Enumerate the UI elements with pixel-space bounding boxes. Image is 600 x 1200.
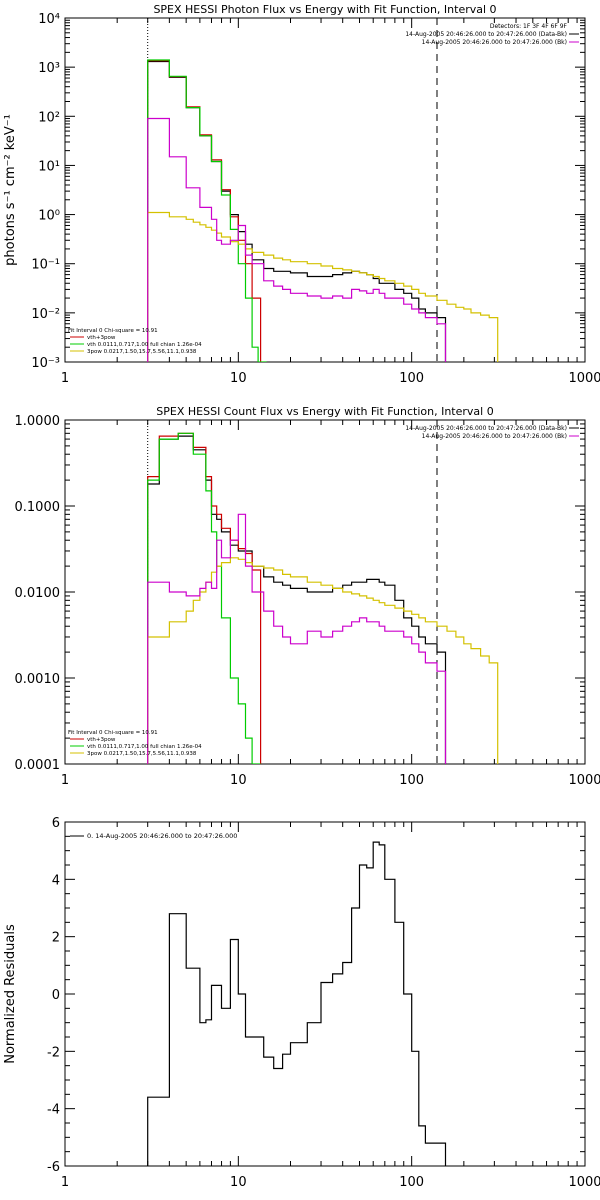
photon-flux-y-tick-label: 10⁴ [38, 12, 60, 27]
photon-flux-plot-frame [64, 17, 586, 363]
photon-flux-legend-left-entry: Fit Interval 0 Chi-square = 10.91 [68, 328, 158, 334]
photon-flux-y-tick-label: 10⁻² [31, 307, 60, 322]
photon-flux-series-3 [147, 211, 499, 362]
count-flux-legend-left-entry: vth+3pow [87, 737, 116, 743]
count-flux-y-tick-label: 0.0100 [15, 586, 61, 601]
residuals-y-tick-label: 6 [52, 816, 60, 831]
photon-flux-y-tick-label: 10³ [38, 61, 60, 76]
photon-flux-title: SPEX HESSI Photon Flux vs Energy with Fi… [153, 3, 496, 16]
photon-flux-y-tick-label: 10⁰ [38, 209, 60, 224]
count-flux-legend-left-entry: Fit Interval 0 Chi-square = 10.91 [68, 730, 158, 736]
count-flux-legend-right-entry: 14-Aug-2005 20:46:26.000 to 20:47:26.000… [422, 433, 567, 440]
photon-flux-y-tick-label: 10¹ [38, 159, 60, 174]
photon-flux-series-group [147, 59, 499, 362]
count-flux-panel: SPEX HESSI Count Flux vs Energy with Fit… [15, 405, 600, 788]
residuals-legend-left-entry: 0. 14-Aug-2005 20:46:26.000 to 20:47:26.… [87, 832, 237, 840]
photon-flux-y-tick-label: 10⁻³ [31, 356, 60, 371]
count-flux-x-tick-label: 1 [61, 773, 69, 788]
photon-flux-legend-right-entry: Detectors: 1F 3F 4F 6F 9F [490, 23, 568, 30]
count-flux-y-tick-label: 0.1000 [15, 500, 61, 515]
photon-flux-panel: SPEX HESSI Photon Flux vs Energy with Fi… [3, 3, 600, 386]
count-flux-x-tick-label: 100 [399, 773, 424, 788]
residuals-y-tick-label: 4 [52, 873, 60, 888]
photon-flux-y-tick-label: 10⁻¹ [31, 258, 60, 273]
residuals-plot-frame [64, 821, 586, 1167]
residuals-x-tick-label: 1000 [568, 1175, 600, 1190]
photon-flux-x-tick-label: 10 [230, 371, 247, 386]
count-flux-legend-right-entry: 14-Aug-2005 20:46:26.000 to 20:47:26.000… [405, 425, 567, 432]
count-flux-series-0 [147, 435, 447, 764]
count-flux-y-tick-label: 0.0010 [15, 672, 61, 687]
photon-flux-series-1 [147, 60, 262, 362]
count-flux-series-2 [147, 432, 261, 764]
residuals-y-tick-label: 0 [52, 988, 60, 1003]
residuals-series-group [147, 841, 447, 1166]
photon-flux-series-4 [147, 117, 447, 362]
photon-flux-legend-left-entry: 3pow 0.0217,1.50,15.7,5.56,11.1,0.938 [87, 349, 197, 355]
photon-flux-x-tick-label: 1 [61, 371, 69, 386]
residuals-x-tick-label: 10 [230, 1175, 247, 1190]
photon-flux-x-tick-label: 100 [399, 371, 424, 386]
count-flux-series-1 [147, 432, 262, 764]
count-flux-legend-left-entry: vth 0.0111,0.717,1.00 full chian 1.26e-0… [87, 744, 202, 750]
photon-flux-y-axis-label: photons s⁻¹ cm⁻² keV⁻¹ [3, 114, 18, 266]
photon-flux-legend-right-entry: 14-Aug-2005 20:46:26.000 to 20:47:26.000… [422, 39, 567, 46]
photon-flux-legend-left-entry: vth+3pow [87, 335, 116, 341]
residuals-y-tick-label: 2 [52, 931, 60, 946]
photon-flux-x-tick-label: 1000 [568, 371, 600, 386]
residuals-panel: Normalized Residuals 1 10 100 1000 -6 -4 -2 0 2 4 6… [3, 816, 600, 1190]
residuals-y-axis-label: Normalized Residuals [3, 924, 18, 1064]
photon-flux-legend-right-entry: 14-Aug-2005 20:46:26.000 to 20:47:26.000… [405, 31, 567, 38]
photon-flux-y-tick-label: 10² [38, 110, 60, 125]
count-flux-series-4 [147, 513, 447, 764]
residuals-y-tick-label: -6 [47, 1160, 60, 1175]
count-flux-y-tick-label: 0.0001 [15, 758, 61, 773]
residuals-y-tick-label: -2 [47, 1045, 60, 1060]
count-flux-legend-left-entry: 3pow 0.0217,1.50,15.7,5.56,11.1,0.938 [87, 751, 197, 757]
photon-flux-legend-left-entry: vth 0.0111,0.717,1.00 full chian 1.26e-0… [87, 342, 202, 348]
count-flux-series-group [147, 432, 499, 764]
photon-flux-series-2 [147, 59, 267, 362]
residuals-x-tick-label: 1 [61, 1175, 69, 1190]
count-flux-x-tick-label: 1000 [568, 773, 600, 788]
count-flux-y-tick-label: 1.0000 [15, 414, 61, 429]
count-flux-title: SPEX HESSI Count Flux vs Energy with Fit… [156, 405, 493, 418]
residuals-series-0 [147, 841, 447, 1166]
count-flux-x-tick-label: 10 [230, 773, 247, 788]
residuals-y-tick-label: -4 [47, 1103, 60, 1118]
residuals-x-tick-label: 100 [399, 1175, 424, 1190]
